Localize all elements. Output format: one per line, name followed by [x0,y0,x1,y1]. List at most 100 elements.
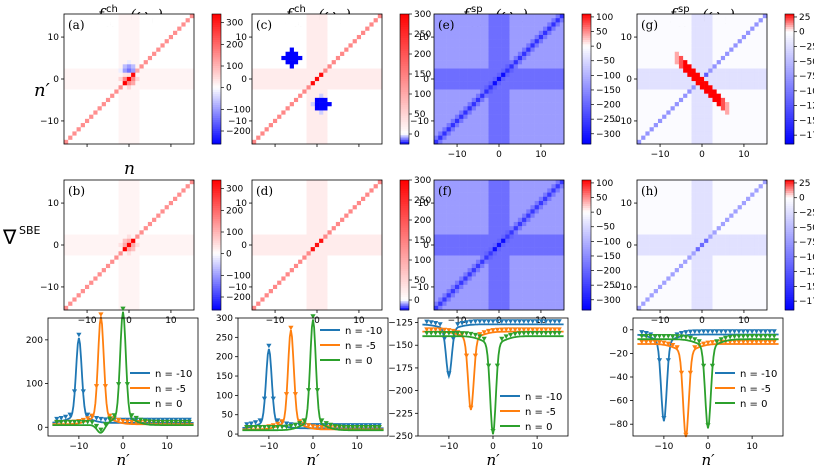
heatmap-cell [348,131,353,136]
heatmap-cell [277,14,282,19]
heatmap-cell [293,180,299,185]
heatmap-cell [289,184,295,189]
heatmap-cell [84,43,90,48]
heatmap-cell [302,131,307,136]
heatmap-cell [547,64,552,69]
heatmap-cell [438,114,443,120]
heatmap-cell [114,102,119,107]
colorbar-step [400,221,409,224]
heatmap-cell [114,26,119,32]
heatmap-cell [352,305,358,311]
heatmap-cell [289,305,295,311]
colorbar-step [400,279,409,283]
heatmap-cell [256,106,261,111]
heatmap-cell [323,60,328,65]
heatmap-cell [68,39,73,44]
heatmap-cell [310,97,316,103]
heatmap-cell [340,188,345,193]
heatmap-cell [268,268,274,273]
heatmap-cell [377,102,383,107]
colorbar-step [212,219,221,222]
heatmap-cell [173,110,178,115]
heatmap-cell [114,247,119,252]
colorbar-step [212,55,221,58]
heatmap-cell [135,114,140,120]
heatmap-cell [189,205,195,210]
heatmap-cell [268,39,274,44]
heatmap-cell [365,184,370,189]
heatmap-cell [344,226,349,231]
heatmap-cell [252,131,257,136]
heatmap-cell [260,301,265,307]
heatmap-cell [160,284,165,290]
heatmap-cell [160,118,165,124]
heatmap-cell [298,14,303,19]
heatmap-cell [289,43,295,48]
heatmap-cell [260,184,265,189]
heatmap-cell [105,102,111,107]
heatmap-cell [177,192,182,198]
heatmap-cell [131,276,136,281]
heatmap-cell [471,30,477,36]
heatmap-cell [105,221,111,227]
heatmap-cell [72,184,77,189]
heatmap-cell [97,18,103,23]
heatmap-cell [496,26,502,32]
heatmap-cell [323,247,328,252]
heatmap-cell [173,280,178,286]
heatmap-cell [285,293,291,298]
heatmap-cell [118,180,124,185]
heatmap-cell [340,289,345,294]
heatmap-cell [68,118,73,124]
heatmap-cell [281,247,286,252]
heatmap-cell [335,34,341,40]
heatmap-cell [126,131,132,136]
heatmap-cell [543,110,548,115]
heatmap-cell [463,30,468,36]
heatmap-cell [164,230,170,235]
heatmap-cell [277,93,282,99]
heatmap-cell [147,114,153,120]
heatmap-cell [152,247,157,252]
colorbar-step [400,262,409,265]
heatmap-cell [173,60,178,65]
heatmap-cell [356,238,362,244]
heatmap-cell [454,60,460,65]
heatmap-cell [488,26,494,32]
heatmap-cell [306,196,312,202]
heatmap-cell [543,14,548,19]
heatmap-cell [365,34,370,40]
heatmap-cell [327,209,332,214]
heatmap-cell [365,234,370,240]
heatmap-cell [331,272,337,277]
heatmap-cell [122,196,128,202]
heatmap-cell [105,251,111,256]
heatmap-cell [189,18,195,23]
heatmap-cell [302,230,307,235]
heatmap-cell [335,276,341,281]
heatmap-cell [438,26,443,32]
heatmap-cell [526,14,531,19]
heatmap-cell [323,123,328,128]
heatmap-cell [101,301,107,307]
heatmap-cell [156,205,161,210]
heatmap-cell [352,139,358,145]
colorbar-step [400,18,409,21]
heatmap-cell [310,39,316,44]
heatmap-cell [114,93,119,99]
heatmap-cell [139,255,144,260]
heatmap-cell [361,26,366,32]
colorbar-step [400,92,409,95]
heatmap-cell [352,68,358,74]
heatmap-cell [281,293,286,298]
heatmap-cell [484,51,489,57]
heatmap-cell [480,14,485,19]
heatmap-cell [450,55,456,61]
heatmap-cell [84,64,90,69]
heatmap-cell [264,89,270,94]
colorbar-tick-label: 100 [414,256,431,266]
heatmap-cell [118,263,124,269]
heatmap-cell [513,60,519,65]
heatmap-cell [72,188,77,193]
heatmap-cell [438,68,443,74]
